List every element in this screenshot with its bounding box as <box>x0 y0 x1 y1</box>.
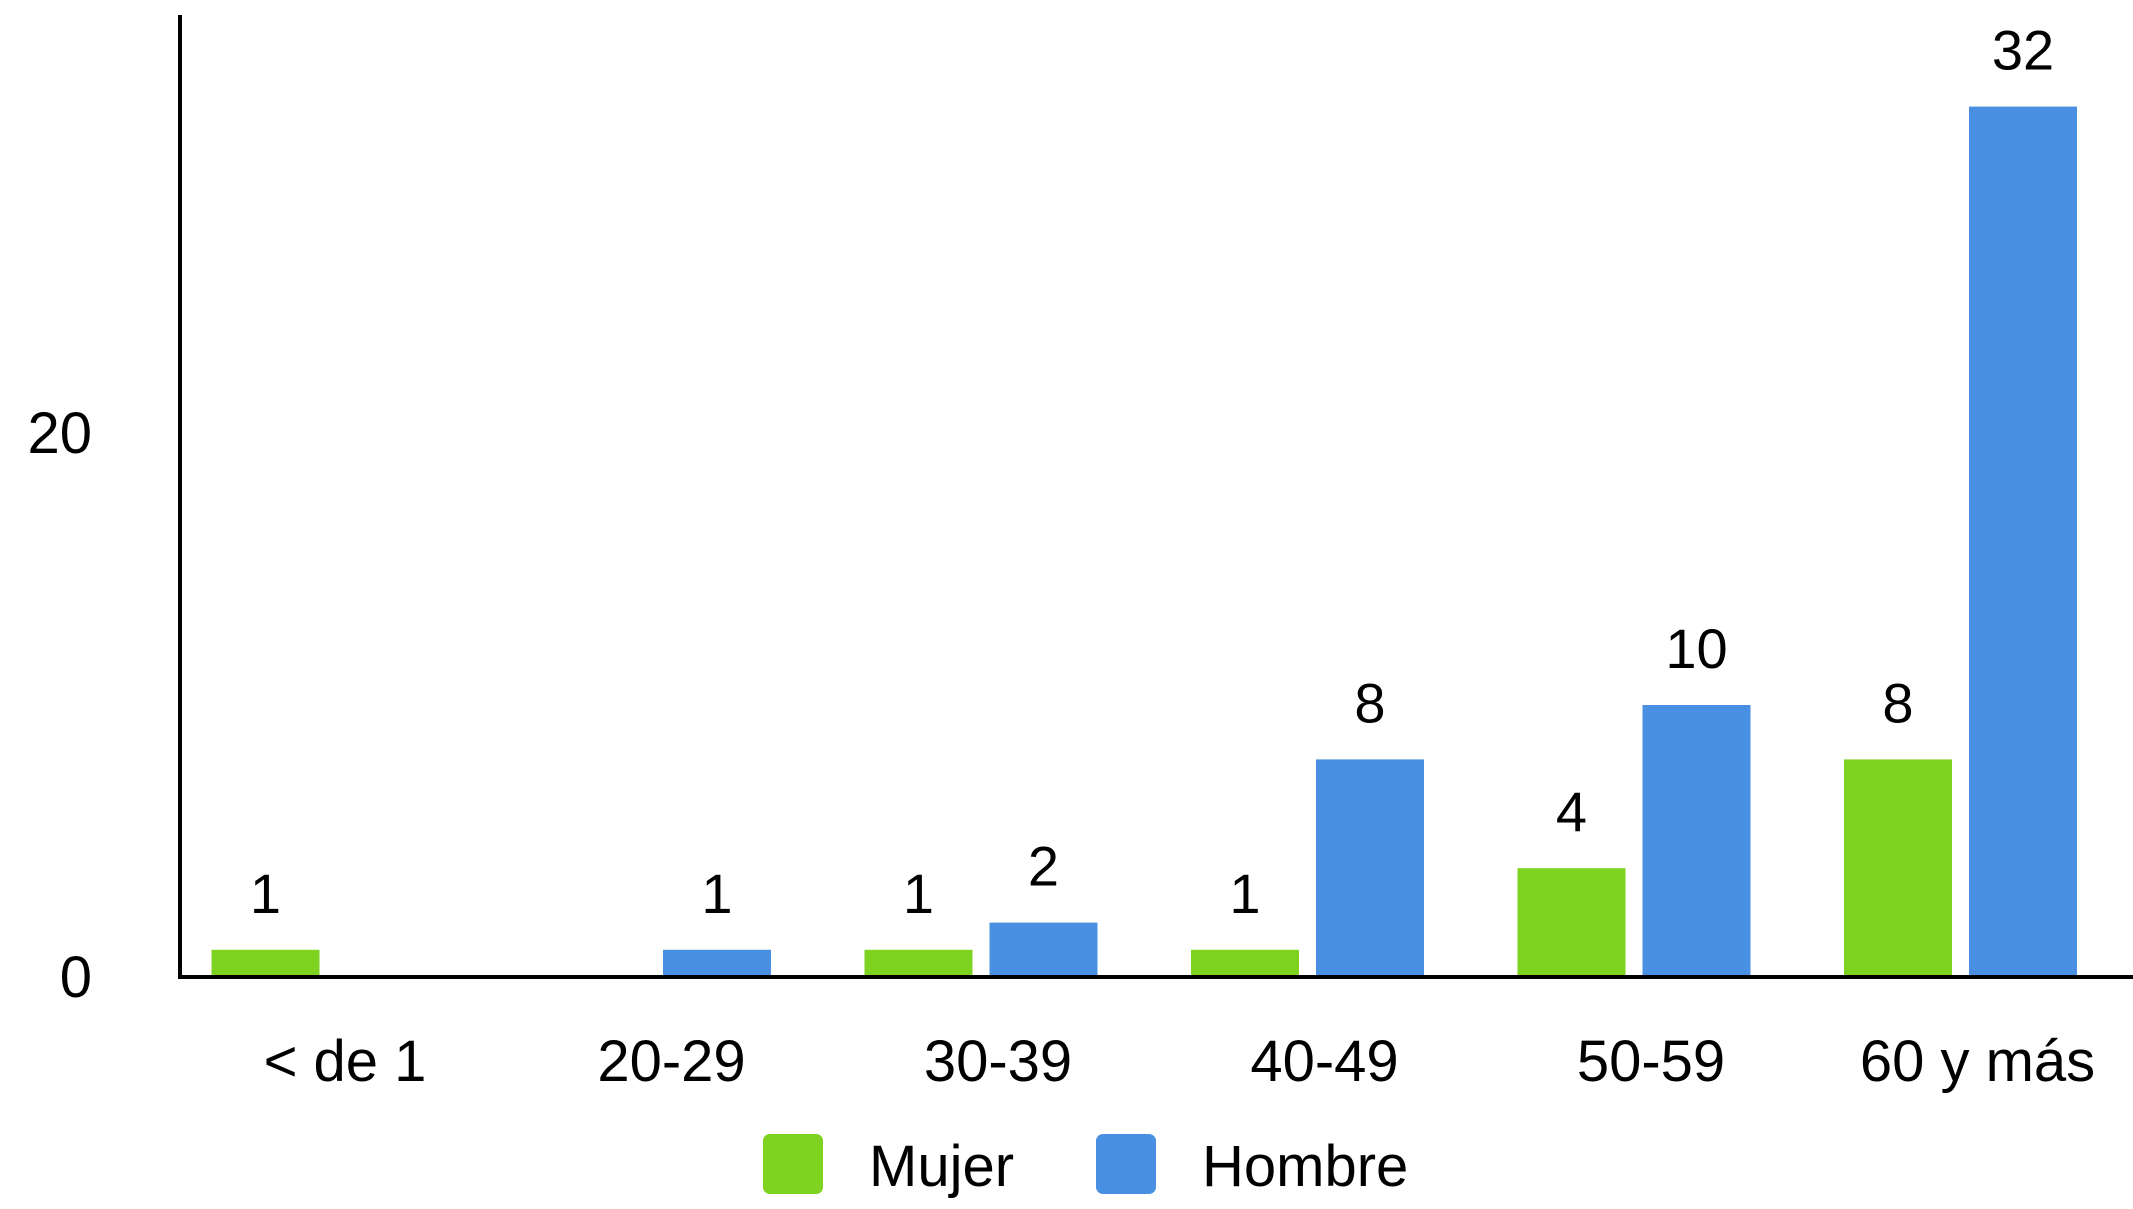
bar-mujer <box>1517 868 1626 977</box>
data-labels-layer: 1 1 1 2 1 8 4 10 8 32 <box>250 19 2054 925</box>
x-tick-label: 60 y más <box>1860 1029 2095 1094</box>
legend-swatch-mujer <box>763 1134 823 1194</box>
y-tick-label: 0 <box>60 945 92 1010</box>
y-tick-label: 20 <box>27 401 92 466</box>
bar-hombre <box>1316 759 1424 977</box>
data-label-mujer: 1 <box>250 862 281 925</box>
x-ticks-layer: < de 1 20-29 30-39 40-49 50-59 60 y más <box>264 1029 2096 1094</box>
data-label-mujer: 8 <box>1882 671 1913 734</box>
data-label-mujer: 1 <box>903 862 934 925</box>
x-tick-label: < de 1 <box>264 1029 427 1094</box>
data-label-hombre: 8 <box>1354 671 1385 734</box>
legend-swatch-hombre <box>1096 1134 1156 1194</box>
x-tick-label: 50-59 <box>1577 1029 1725 1094</box>
bars-layer <box>211 106 2077 978</box>
legend-label-hombre: Hombre <box>1202 1134 1408 1199</box>
data-label-hombre: 2 <box>1028 835 1059 898</box>
bar-mujer <box>864 949 973 977</box>
bar-hombre <box>1642 705 1751 977</box>
x-tick-label: 30-39 <box>924 1029 1072 1094</box>
data-label-mujer: 1 <box>1229 862 1260 925</box>
x-tick-label: 40-49 <box>1250 1029 1398 1094</box>
x-tick-label: 20-29 <box>597 1029 745 1094</box>
bar-hombre <box>989 922 1098 977</box>
legend-label-mujer: Mujer <box>869 1134 1014 1199</box>
bar-mujer <box>211 949 320 977</box>
legend: Mujer Hombre <box>763 1134 1408 1199</box>
y-ticks-layer: 0 20 <box>27 401 92 1010</box>
data-label-hombre: 32 <box>1992 19 2054 82</box>
bar-hombre <box>1969 106 2077 978</box>
bar-mujer <box>1191 949 1299 977</box>
data-label-mujer: 4 <box>1556 780 1587 843</box>
data-label-hombre: 1 <box>701 862 732 925</box>
bar-hombre <box>663 949 771 977</box>
data-label-hombre: 10 <box>1665 617 1727 680</box>
bar-mujer <box>1844 759 1952 977</box>
